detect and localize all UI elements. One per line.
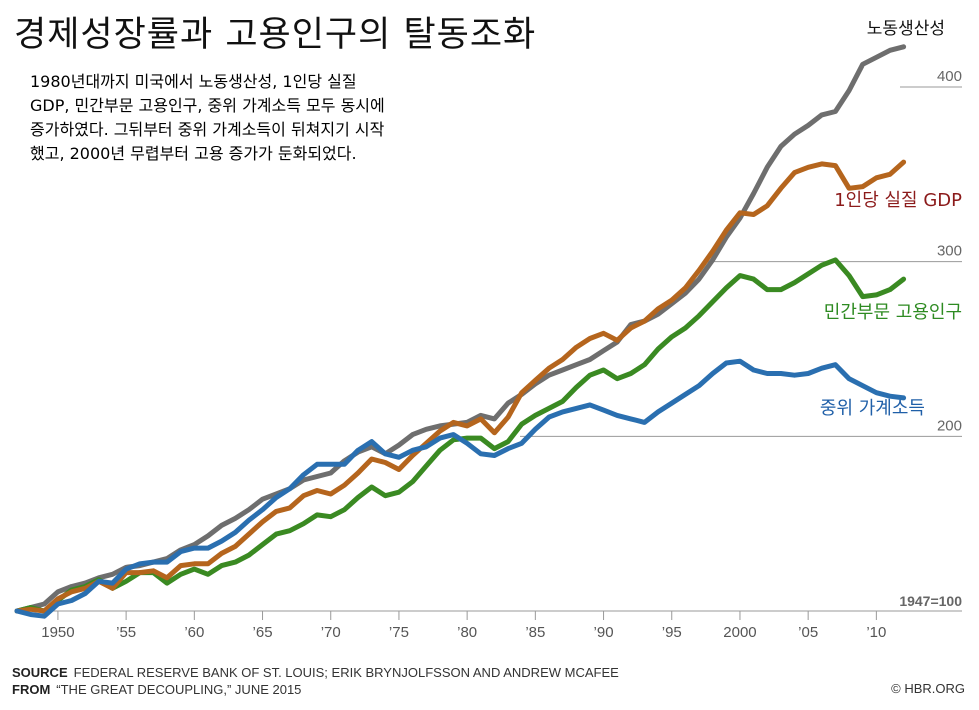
x-tick-label: ’60 — [184, 624, 204, 641]
x-tick-label: ’95 — [662, 624, 682, 641]
description-line: 증가하였다. 그뒤부터 중위 가계소득이 뒤쳐지기 시작 — [30, 120, 385, 139]
y-gridline-label: 200 — [937, 417, 962, 434]
from-text: “THE GREAT DECOUPLING,” JUNE 2015 — [56, 682, 302, 697]
page-title: 경제성장률과 고용인구의 탈동조화 — [14, 15, 537, 55]
series-label: 중위 가계소득 — [820, 398, 925, 419]
x-tick-label: ’10 — [866, 624, 886, 641]
x-tick-label: ’80 — [457, 624, 477, 641]
x-tick-label: ’75 — [389, 624, 409, 641]
x-tick-label: ’90 — [594, 624, 614, 641]
x-tick-label: 1950 — [41, 624, 74, 641]
series-line — [14, 358, 907, 619]
source-text: FEDERAL RESERVE BANK OF ST. LOUIS; ERIK … — [73, 665, 619, 680]
x-tick-label: ’05 — [798, 624, 818, 641]
series-line — [14, 257, 907, 614]
chart-description: 1980년대까지 미국에서 노동생산성, 1인당 실질 GDP, 민간부문 고용… — [30, 70, 530, 166]
series-line — [14, 159, 907, 614]
x-tick-label: ’55 — [116, 624, 136, 641]
description-line: 1980년대까지 미국에서 노동생산성, 1인당 실질 — [30, 72, 357, 91]
from-label: FROM — [12, 682, 51, 697]
description-line: GDP, 민간부문 고용인구, 중위 가계소득 모두 동시에 — [30, 96, 385, 115]
hbr-credit: © HBR.ORG — [891, 681, 965, 696]
y-gridline-label: 400 — [937, 68, 962, 85]
series-label: 노동생산성 — [867, 19, 945, 39]
source-line: SOURCE FEDERAL RESERVE BANK OF ST. LOUIS;… — [12, 665, 619, 680]
series-label: 1인당 실질 GDP — [834, 190, 962, 211]
x-tick-label: ’70 — [321, 624, 341, 641]
description-line: 했고, 2000년 무렵부터 고용 증가가 둔화되었다. — [30, 144, 357, 163]
x-tick-label: ’85 — [525, 624, 545, 641]
series-label: 민간부문 고용인구 — [824, 302, 962, 323]
x-tick-label: ’65 — [253, 624, 273, 641]
x-tick-label: 2000 — [723, 624, 756, 641]
from-line: FROM “THE GREAT DECOUPLING,” JUNE 2015 — [12, 682, 301, 697]
source-label: SOURCE — [12, 665, 68, 680]
baseline-label: 1947=100 — [899, 593, 962, 609]
y-gridline-label: 300 — [937, 243, 962, 260]
